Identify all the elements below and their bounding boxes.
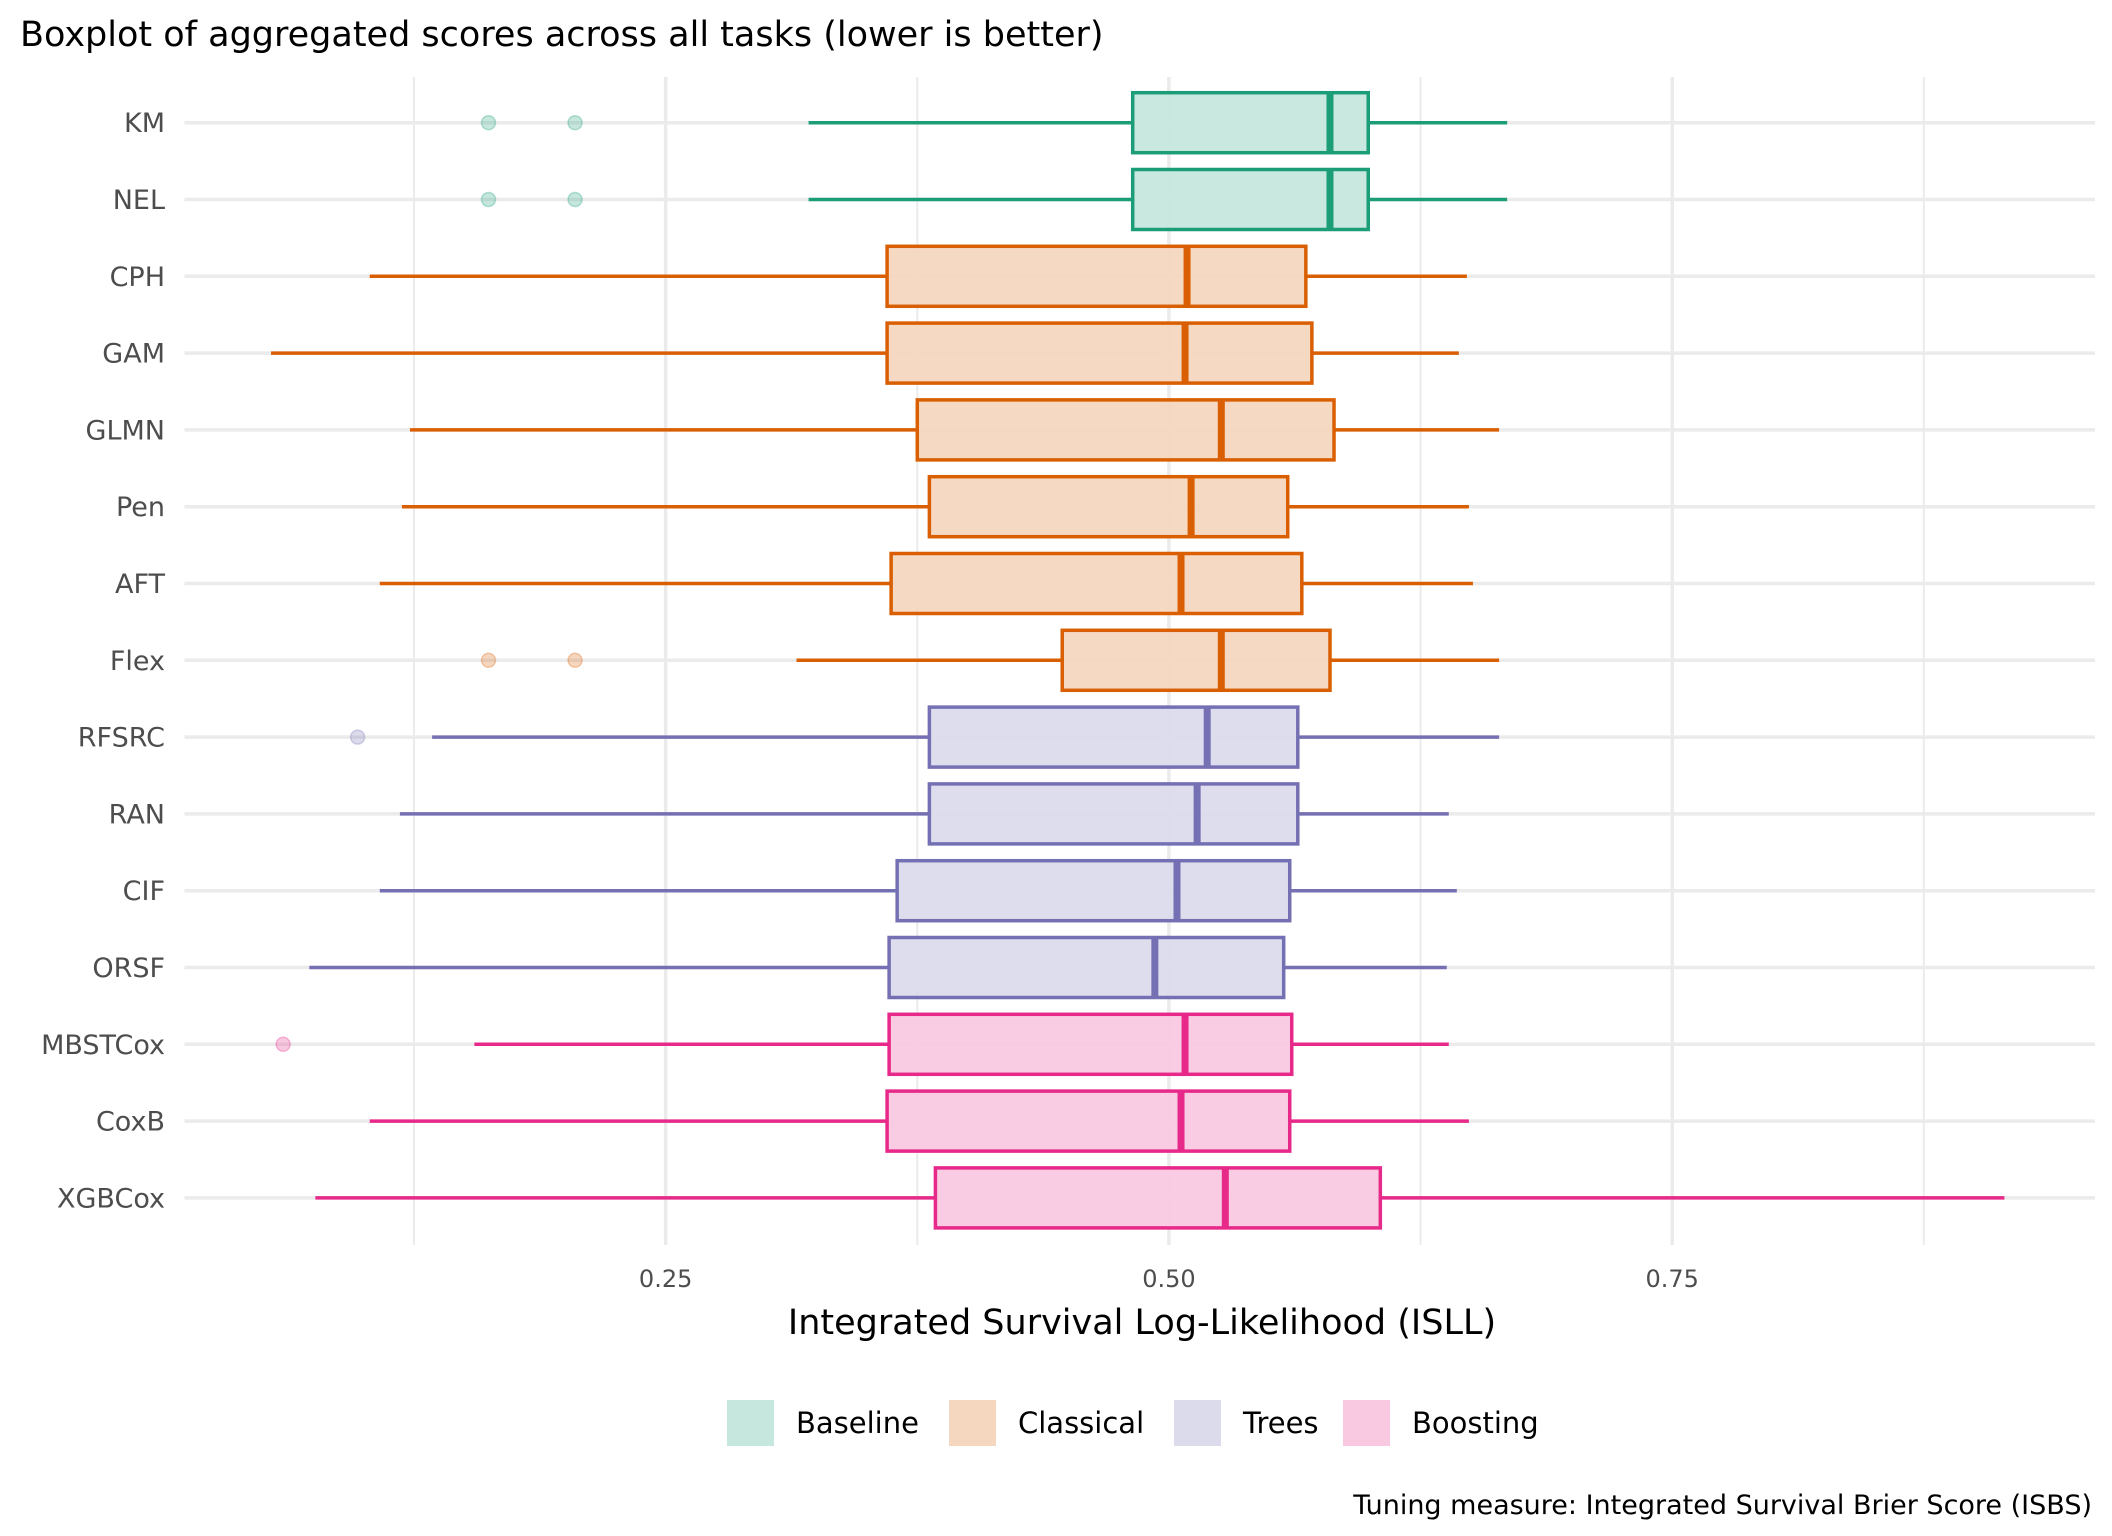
box-iqr — [887, 1012, 1294, 1077]
y-tick-label: CoxB — [96, 1107, 165, 1138]
box-iqr — [1060, 628, 1332, 693]
box-nel — [480, 167, 1508, 232]
box-iqr — [915, 398, 1336, 462]
y-axis-labels: KM NEL CPH GAM GLMN Pen AFT Flex RFSRC RAN CIF ORSF… — [41, 108, 165, 1214]
box-gam — [271, 321, 1459, 385]
outlier-point — [480, 114, 497, 131]
box-iqr — [927, 782, 1300, 846]
y-tick-label: GAM — [102, 339, 165, 370]
y-tick-label: KM — [124, 108, 165, 139]
y-tick-label: CIF — [123, 876, 165, 907]
x-axis-ticks: 0.25 0.50 0.75 — [639, 1265, 1699, 1293]
legend-label: Baseline — [796, 1406, 919, 1440]
box-aft — [379, 551, 1473, 616]
y-tick-label: NEL — [113, 185, 165, 216]
chart-caption: Tuning measure: Integrated Survival Brie… — [1352, 1490, 2092, 1521]
box-xgbcox — [315, 1166, 2005, 1230]
outlier-point — [349, 729, 366, 745]
outlier-point — [480, 652, 497, 669]
legend-key — [1343, 1400, 1390, 1446]
outlier-point — [567, 652, 583, 669]
legend-key — [949, 1400, 996, 1446]
y-tick-label: RAN — [109, 799, 165, 830]
box-iqr — [895, 858, 1292, 923]
box-orsf — [309, 935, 1447, 1000]
legend: Baseline Classical Trees Boosting — [727, 1400, 1539, 1446]
outlier-point — [567, 114, 583, 131]
box-km — [480, 90, 1508, 155]
box-iqr — [885, 1089, 1292, 1153]
box-iqr — [885, 321, 1314, 385]
y-tick-label: CPH — [110, 262, 165, 293]
outlier-point — [567, 191, 583, 208]
box-iqr — [889, 551, 1304, 616]
legend-item-baseline: Baseline — [727, 1400, 919, 1446]
box-iqr — [933, 1166, 1383, 1230]
legend-key — [1174, 1400, 1221, 1446]
outlier-point — [275, 1036, 291, 1053]
x-axis-title: Integrated Survival Log-Likelihood (ISLL… — [788, 1303, 1496, 1343]
legend-key — [727, 1400, 774, 1446]
y-tick-label: Pen — [116, 492, 165, 523]
box-flex — [480, 628, 1500, 693]
y-tick-label: Flex — [110, 646, 165, 677]
y-tick-label: ORSF — [92, 953, 165, 984]
legend-item-trees: Trees — [1174, 1400, 1319, 1446]
box-ran — [399, 782, 1449, 846]
chart-title: Boxplot of aggregated scores across all … — [20, 15, 1104, 55]
outlier-point — [480, 191, 497, 208]
box-coxb — [369, 1089, 1469, 1153]
box-rfsrc — [349, 705, 1500, 769]
y-tick-label: AFT — [115, 569, 166, 600]
box-iqr — [885, 244, 1308, 309]
y-tick-label: MBSTCox — [41, 1030, 165, 1061]
box-cif — [379, 858, 1457, 923]
legend-label: Classical — [1018, 1406, 1144, 1440]
box-cph — [369, 244, 1467, 309]
x-tick-label: 0.25 — [639, 1265, 692, 1293]
boxes — [271, 90, 2005, 1230]
box-iqr — [887, 935, 1286, 1000]
box-iqr — [927, 474, 1290, 539]
box-pen — [401, 474, 1469, 539]
box-mbstcox — [275, 1012, 1449, 1077]
legend-label: Boosting — [1412, 1406, 1539, 1440]
box-glmn — [409, 398, 1500, 462]
legend-label: Trees — [1242, 1406, 1319, 1440]
y-tick-label: XGBCox — [57, 1183, 165, 1214]
y-tick-label: GLMN — [86, 415, 165, 446]
legend-item-classical: Classical — [949, 1400, 1144, 1446]
legend-item-boosting: Boosting — [1343, 1400, 1539, 1446]
y-tick-label: RFSRC — [78, 723, 165, 754]
box-iqr — [927, 705, 1300, 769]
x-tick-label: 0.75 — [1646, 1265, 1699, 1293]
x-tick-label: 0.50 — [1142, 1265, 1195, 1293]
